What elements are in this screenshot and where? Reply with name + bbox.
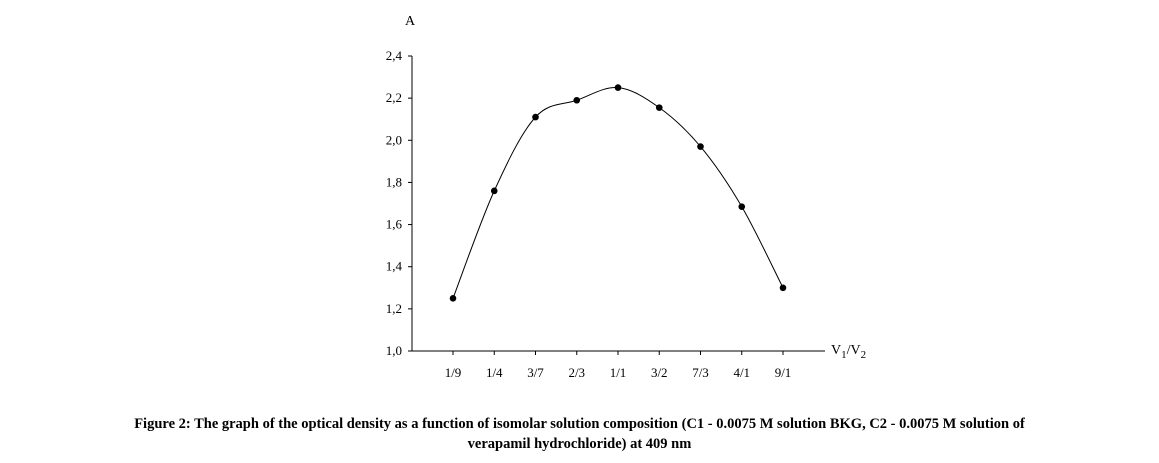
data-point <box>738 203 746 210</box>
caption-line-1: Figure 2: The graph of the optical densi… <box>134 416 1025 432</box>
data-points <box>449 84 787 302</box>
x-tick-label: 3/2 <box>651 365 668 380</box>
data-point <box>697 143 704 150</box>
x-axis-title: V1/V2 <box>831 343 866 361</box>
x-tick-label: 4/1 <box>733 365 750 380</box>
data-point <box>779 284 787 292</box>
ticks: 1,0 1,2 1,4 1,6 1,8 2,0 2,2 2,4 1/9 1/4 3/7 2/3 1/1 3… <box>386 48 792 380</box>
data-point <box>532 113 539 121</box>
axes <box>411 56 825 352</box>
x-tick-label: 9/1 <box>775 365 792 380</box>
x-tick-label: 2/3 <box>568 365 585 380</box>
data-point <box>655 104 663 111</box>
x-tick-label: 3/7 <box>527 365 544 380</box>
data-point <box>573 96 581 104</box>
data-point <box>490 187 498 195</box>
caption-line-2: verapamil hydrochloride) at 409 nm <box>467 436 692 452</box>
chart: 1,0 1,2 1,4 1,6 1,8 2,0 2,2 2,4 1/9 1/4 3/7 2/3 1/1 3… <box>386 14 866 380</box>
data-point <box>614 84 622 91</box>
y-tick-label: 1,8 <box>386 174 402 189</box>
y-axis-title: A <box>405 14 416 29</box>
y-tick-label: 1,0 <box>386 343 402 358</box>
x-tick-label: 7/3 <box>692 365 709 380</box>
series-curve <box>452 87 784 299</box>
x-tick-label: 1/1 <box>610 365 627 380</box>
y-tick-label: 2,4 <box>386 48 403 63</box>
x-tick-label: 1/4 <box>486 365 503 380</box>
figure-caption: Figure 2: The graph of the optical densi… <box>20 414 1139 454</box>
series-line <box>452 87 784 299</box>
y-tick-label: 2,0 <box>386 132 402 147</box>
y-tick-label: 1,4 <box>386 259 403 274</box>
x-tick-label: 1/9 <box>445 365 462 380</box>
y-tick-label: 1,2 <box>386 301 402 316</box>
data-point <box>449 295 457 302</box>
y-tick-label: 2,2 <box>386 90 402 105</box>
y-tick-label: 1,6 <box>386 217 403 232</box>
